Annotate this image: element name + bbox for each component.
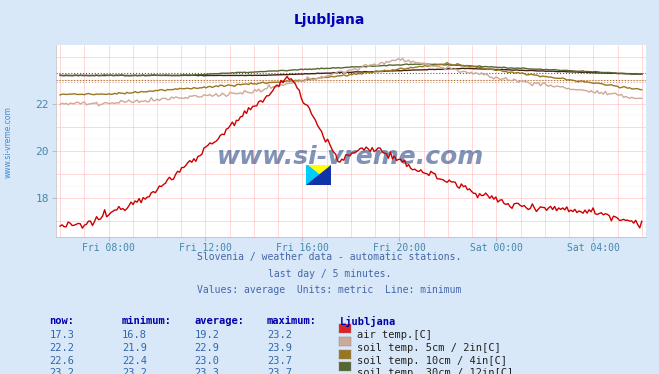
Text: 17.3: 17.3 [49,330,74,340]
Polygon shape [306,165,331,185]
Text: 23.2: 23.2 [122,368,147,374]
Text: 23.7: 23.7 [267,368,292,374]
Text: www.si-vreme.com: www.si-vreme.com [3,106,13,178]
Text: 19.2: 19.2 [194,330,219,340]
Text: 22.4: 22.4 [122,356,147,366]
Text: 23.2: 23.2 [267,330,292,340]
Text: 23.3: 23.3 [194,368,219,374]
Text: air temp.[C]: air temp.[C] [357,330,432,340]
Text: 23.0: 23.0 [194,356,219,366]
Text: 23.7: 23.7 [267,356,292,366]
Text: Ljubljana: Ljubljana [339,316,395,327]
Text: 22.9: 22.9 [194,343,219,353]
Text: 22.2: 22.2 [49,343,74,353]
Polygon shape [306,165,331,185]
Text: soil temp. 30cm / 12in[C]: soil temp. 30cm / 12in[C] [357,368,513,374]
Text: Slovenia / weather data - automatic stations.: Slovenia / weather data - automatic stat… [197,252,462,263]
Text: Values: average  Units: metric  Line: minimum: Values: average Units: metric Line: mini… [197,285,462,295]
Text: 22.6: 22.6 [49,356,74,366]
Text: maximum:: maximum: [267,316,317,326]
Text: average:: average: [194,316,244,326]
Text: last day / 5 minutes.: last day / 5 minutes. [268,269,391,279]
Polygon shape [306,165,331,185]
Text: soil temp. 10cm / 4in[C]: soil temp. 10cm / 4in[C] [357,356,507,366]
Text: www.si-vreme.com: www.si-vreme.com [217,145,484,169]
Text: soil temp. 5cm / 2in[C]: soil temp. 5cm / 2in[C] [357,343,500,353]
Text: 16.8: 16.8 [122,330,147,340]
Text: now:: now: [49,316,74,326]
Text: 23.2: 23.2 [49,368,74,374]
Text: 21.9: 21.9 [122,343,147,353]
Text: Ljubljana: Ljubljana [294,13,365,27]
Text: minimum:: minimum: [122,316,172,326]
Text: 23.9: 23.9 [267,343,292,353]
